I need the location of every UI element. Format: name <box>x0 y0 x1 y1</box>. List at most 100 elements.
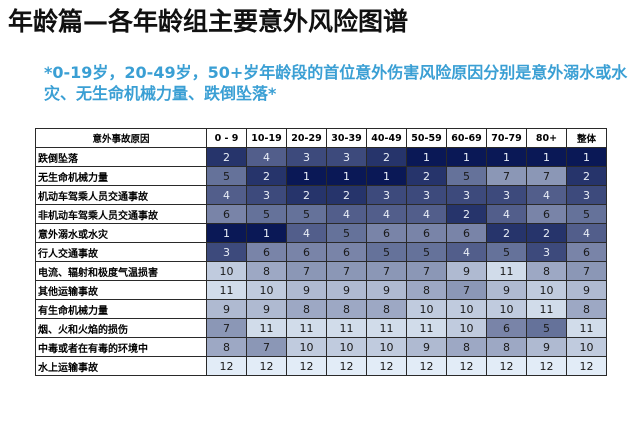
age-column-header: 60-69 <box>446 128 487 148</box>
rank-cell: 7 <box>406 261 447 281</box>
rank-cell: 5 <box>366 242 407 262</box>
rank-cell: 4 <box>526 185 567 205</box>
rank-cell: 5 <box>406 242 447 262</box>
rank-cell: 1 <box>286 166 327 186</box>
age-column-header: 0 - 9 <box>206 128 247 148</box>
rank-cell: 1 <box>526 147 567 167</box>
cause-cell: 意外溺水或水灾 <box>35 223 207 243</box>
cause-cell: 机动车驾乘人员交通事故 <box>35 185 207 205</box>
rank-cell: 9 <box>286 280 327 300</box>
rank-cell: 8 <box>286 299 327 319</box>
rank-cell: 2 <box>286 185 327 205</box>
table-row: 非机动车驾乘人员交通事故 6 5 5 4 4 4 2 4 6 5 <box>35 204 607 224</box>
rank-cell: 10 <box>326 337 367 357</box>
rank-cell: 4 <box>566 223 607 243</box>
rank-cell: 9 <box>206 299 247 319</box>
rank-cell: 8 <box>566 299 607 319</box>
rank-cell: 2 <box>366 147 407 167</box>
rank-cell: 4 <box>446 242 487 262</box>
rank-cell: 2 <box>446 204 487 224</box>
rank-cell: 11 <box>406 318 447 338</box>
rank-cell: 9 <box>566 280 607 300</box>
rank-cell: 10 <box>246 280 287 300</box>
rank-cell: 11 <box>566 318 607 338</box>
rank-cell: 8 <box>366 299 407 319</box>
page-title: 年龄篇—各年龄组主要意外风险图谱 <box>8 7 409 36</box>
rank-cell: 4 <box>326 204 367 224</box>
table-row: 水上运输事故 12 12 12 12 12 12 12 12 12 12 <box>35 356 607 376</box>
rank-cell: 11 <box>206 280 247 300</box>
rank-cell: 9 <box>326 280 367 300</box>
rank-cell: 7 <box>566 261 607 281</box>
rank-cell: 1 <box>446 147 487 167</box>
table-row: 其他运输事故 11 10 9 9 9 8 7 9 10 9 <box>35 280 607 300</box>
rank-cell: 12 <box>246 356 287 376</box>
rank-cell: 6 <box>446 223 487 243</box>
rank-cell: 11 <box>486 261 527 281</box>
rank-cell: 4 <box>286 223 327 243</box>
rank-cell: 9 <box>526 337 567 357</box>
cause-cell: 中毒或者在有毒的环境中 <box>35 337 207 357</box>
rank-cell: 7 <box>486 166 527 186</box>
table-row: 行人交通事故 3 6 6 6 5 5 4 5 3 6 <box>35 242 607 262</box>
table-row: 机动车驾乘人员交通事故 4 3 2 2 3 3 3 3 4 3 <box>35 185 607 205</box>
rank-cell: 12 <box>566 356 607 376</box>
rank-cell: 7 <box>446 280 487 300</box>
rank-cell: 11 <box>246 318 287 338</box>
table-row: 无生命机械力量 5 2 1 1 1 2 5 7 7 2 <box>35 166 607 186</box>
rank-cell: 4 <box>366 204 407 224</box>
cause-cell: 其他运输事故 <box>35 280 207 300</box>
rank-cell: 2 <box>566 166 607 186</box>
table-row: 意外溺水或水灾 1 1 4 5 6 6 6 2 2 4 <box>35 223 607 243</box>
rank-cell: 6 <box>206 204 247 224</box>
table-body: 跌倒坠落 2 4 3 3 2 1 1 1 1 1 无生命机械力量 5 2 1 1 1 2 5 7 7 2 机动车驾乘人员交通… <box>35 147 607 376</box>
rank-cell: 4 <box>406 204 447 224</box>
rank-cell: 3 <box>326 147 367 167</box>
rank-cell: 3 <box>486 185 527 205</box>
rank-cell: 2 <box>206 147 247 167</box>
rank-cell: 8 <box>526 261 567 281</box>
age-column-header: 50-59 <box>406 128 447 148</box>
table-row: 电流、辐射和极度气温损害 10 8 7 7 7 7 9 11 8 7 <box>35 261 607 281</box>
cause-cell: 无生命机械力量 <box>35 166 207 186</box>
rank-cell: 11 <box>286 318 327 338</box>
rank-cell: 6 <box>286 242 327 262</box>
rank-cell: 10 <box>206 261 247 281</box>
age-column-header: 70-79 <box>486 128 527 148</box>
rank-cell: 2 <box>406 166 447 186</box>
rank-cell: 2 <box>246 166 287 186</box>
rank-cell: 1 <box>206 223 247 243</box>
rank-cell: 3 <box>566 185 607 205</box>
rank-cell: 5 <box>286 204 327 224</box>
rank-cell: 12 <box>366 356 407 376</box>
page-subtitle: *0-19岁，20-49岁，50+岁年龄段的首位意外伤害风险原因分别是意外溺水或… <box>44 63 628 103</box>
risk-rank-table: 意外事故原因 0 - 9 10-19 20-29 30-39 40-49 50-59 60-… <box>35 128 607 376</box>
rank-cell: 1 <box>246 223 287 243</box>
table-row: 中毒或者在有毒的环境中 8 7 10 10 10 9 8 8 9 10 <box>35 337 607 357</box>
age-column-header: 整体 <box>566 128 607 148</box>
rank-cell: 5 <box>246 204 287 224</box>
rank-cell: 10 <box>486 299 527 319</box>
rank-cell: 6 <box>326 242 367 262</box>
rank-cell: 7 <box>366 261 407 281</box>
table-header-row: 意外事故原因 0 - 9 10-19 20-29 30-39 40-49 50-59 60-… <box>35 128 607 148</box>
rank-cell: 7 <box>286 261 327 281</box>
rank-cell: 11 <box>326 318 367 338</box>
rank-cell: 8 <box>486 337 527 357</box>
age-column-header: 20-29 <box>286 128 327 148</box>
rank-cell: 2 <box>526 223 567 243</box>
rank-cell: 6 <box>486 318 527 338</box>
cause-cell: 有生命机械力量 <box>35 299 207 319</box>
rank-cell: 8 <box>246 261 287 281</box>
rank-cell: 9 <box>406 337 447 357</box>
rank-cell: 10 <box>406 299 447 319</box>
rank-cell: 8 <box>326 299 367 319</box>
rank-cell: 4 <box>206 185 247 205</box>
rank-cell: 3 <box>406 185 447 205</box>
rank-cell: 6 <box>246 242 287 262</box>
rank-cell: 5 <box>206 166 247 186</box>
rank-cell: 1 <box>406 147 447 167</box>
rank-cell: 10 <box>526 280 567 300</box>
rank-cell: 1 <box>326 166 367 186</box>
rank-cell: 5 <box>326 223 367 243</box>
